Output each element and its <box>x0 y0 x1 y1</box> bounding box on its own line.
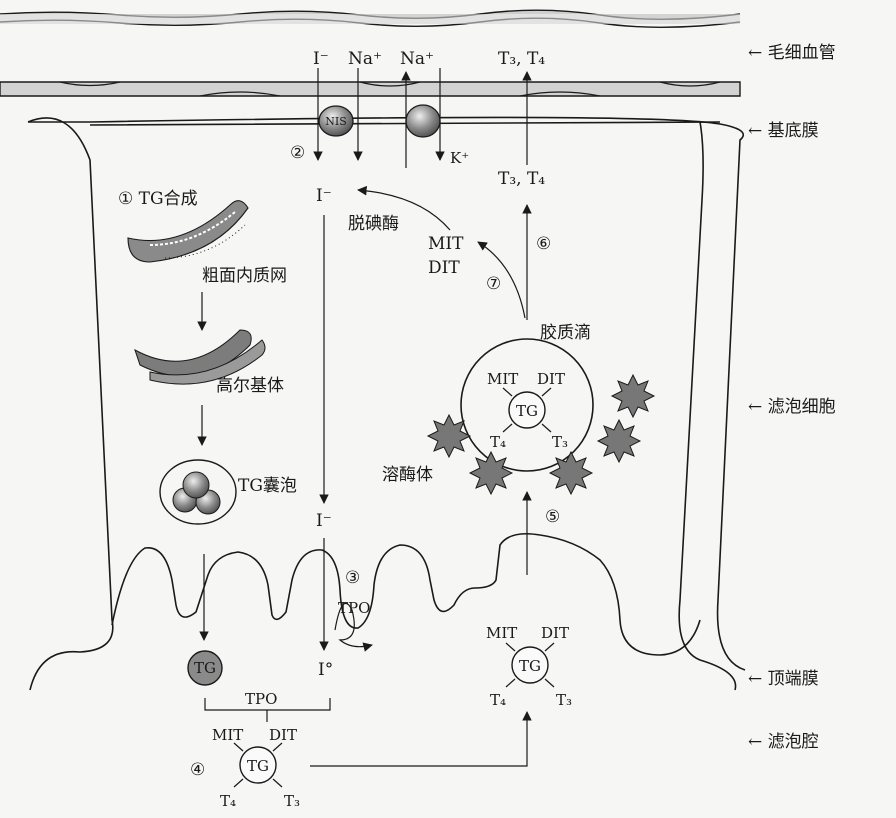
step1-label: ① TG合成 <box>118 189 198 209</box>
dit-cell-label: DIT <box>428 258 460 278</box>
tpo-curve-arrow <box>334 602 373 652</box>
sodium-label-2: Na⁺ <box>400 49 434 69</box>
tg-complex-lumen-right: TG MIT DIT T₄ T₃ <box>486 624 572 709</box>
svg-text:DIT: DIT <box>269 726 297 744</box>
nis-label: NIS <box>325 115 347 128</box>
svg-text:MIT: MIT <box>487 370 518 388</box>
label-follicle-lumen: ← 滤泡腔 <box>748 732 819 752</box>
iodide-cell-label: I⁻ <box>316 186 332 206</box>
step2-label: ② <box>290 143 305 163</box>
tg-vesicle-label: TG囊泡 <box>238 476 297 496</box>
svg-text:MIT: MIT <box>486 624 517 642</box>
svg-text:T₃: T₃ <box>556 691 572 709</box>
lysosome-icons <box>426 373 656 496</box>
iodide-blood-label: I⁻ <box>313 49 329 69</box>
svg-text:T₃: T₃ <box>284 792 300 810</box>
iodide-apical-label: I⁻ <box>316 511 332 531</box>
deiodinase-arrow <box>357 185 451 231</box>
na-k-pump <box>405 104 441 138</box>
step7-label: ⑦ <box>486 274 501 294</box>
label-apical-membrane: ← 顶端膜 <box>748 669 819 689</box>
golgi-icon <box>134 329 266 385</box>
t3t4-blood-label: T₃, T₄ <box>498 49 545 69</box>
mit-cell-label: MIT <box>428 234 464 254</box>
step6-label: ⑥ <box>536 234 551 254</box>
rer-icon <box>127 200 249 263</box>
capillary-wall-bottom <box>0 81 741 97</box>
tg-ball-label: TG <box>194 659 216 677</box>
label-basement-membrane: ← 基底膜 <box>748 121 819 141</box>
tpo-bracket-label: TPO <box>245 690 277 708</box>
step3-label: ③ <box>345 568 360 588</box>
svg-text:TG: TG <box>247 757 269 775</box>
svg-text:T₄: T₄ <box>490 433 506 451</box>
tpo-label: TPO <box>338 599 370 617</box>
label-capillary: ← 毛细血管 <box>748 43 836 63</box>
rer-label: 粗面内质网 <box>202 266 287 286</box>
svg-text:DIT: DIT <box>537 370 565 388</box>
deiodinase-label: 脱碘酶 <box>348 214 399 234</box>
basement-membrane-line <box>28 116 746 671</box>
tpo-bracket <box>204 698 331 722</box>
tg-complex-droplet: TG MIT DIT T₄ T₃ <box>487 370 568 451</box>
capillary-wall-top <box>0 9 741 28</box>
step5-label: ⑤ <box>545 507 560 527</box>
svg-text:T₄: T₄ <box>490 691 506 709</box>
lysosome-label: 溶酶体 <box>382 465 433 485</box>
sodium-label-1: Na⁺ <box>348 49 382 69</box>
nis-transporter: NIS <box>318 105 354 137</box>
svg-text:TG: TG <box>516 402 538 420</box>
apical-membrane <box>111 532 701 656</box>
potassium-label: K⁺ <box>450 149 469 167</box>
colloid-droplet-label: 胶质滴 <box>540 323 591 343</box>
label-follicle-cell: ← 滤泡细胞 <box>748 397 836 417</box>
golgi-label: 高尔基体 <box>216 376 284 396</box>
tg-ball: TG <box>187 650 223 686</box>
tg-vesicle-icon <box>159 459 237 525</box>
svg-text:DIT: DIT <box>541 624 569 642</box>
svg-text:T₄: T₄ <box>220 792 236 810</box>
lumen-transfer-arrow <box>310 711 532 767</box>
colloid-droplet <box>460 338 594 472</box>
step4-label: ④ <box>190 760 205 780</box>
tg-complex-lumen-left: TG MIT DIT T₄ T₃ <box>212 726 300 810</box>
iodine0-label: I° <box>318 660 333 680</box>
t3t4-cell-label: T₃, T₄ <box>498 169 545 189</box>
svg-text:MIT: MIT <box>212 726 243 744</box>
svg-text:T₃: T₃ <box>552 433 568 451</box>
svg-text:TG: TG <box>519 657 541 675</box>
step7-arrow <box>477 241 526 319</box>
